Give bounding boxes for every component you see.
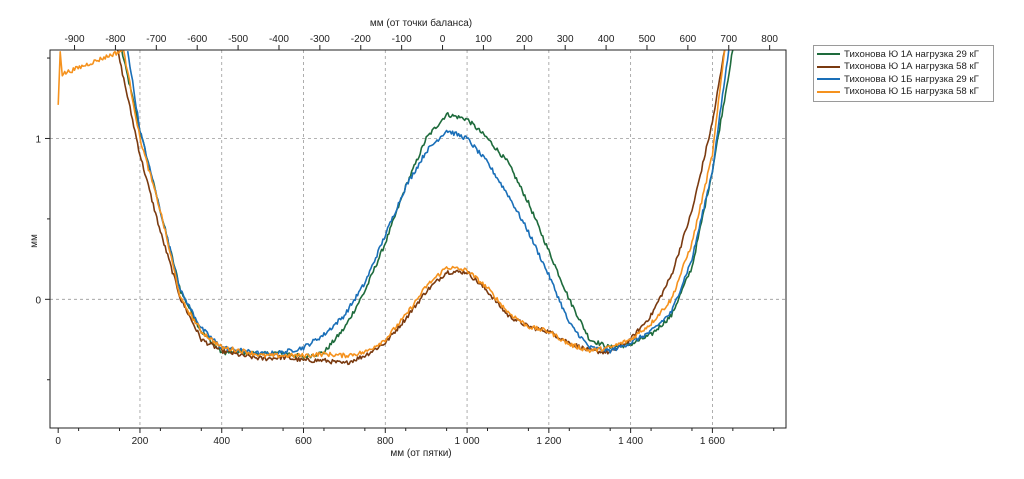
series-line bbox=[126, 50, 730, 357]
x-tick-label: 1 200 bbox=[536, 436, 561, 447]
x2-tick-label: 800 bbox=[761, 34, 778, 45]
x2-tick-label: -400 bbox=[269, 34, 289, 45]
y-tick-label: 1 bbox=[35, 134, 41, 145]
y-axis-title: мм bbox=[29, 234, 40, 248]
x-tick-label: 1 600 bbox=[700, 436, 725, 447]
x-axis-top: -900 -800 -700 -600 -500 -400 -300 -200 -100 0 100… bbox=[65, 34, 778, 50]
x2-tick-label: -600 bbox=[187, 34, 207, 45]
x-tick-label: 800 bbox=[377, 436, 394, 447]
plot-frame bbox=[49, 49, 787, 429]
x2-tick-label: -100 bbox=[392, 34, 412, 45]
x-tick-label: 1 000 bbox=[455, 436, 480, 447]
x2-tick-label: -300 bbox=[310, 34, 330, 45]
y-axis: 01 bbox=[35, 57, 50, 381]
x2-tick-label: 100 bbox=[475, 34, 492, 45]
legend-item[interactable]: Тихонова Ю 1Б нагрузка 29 кГ bbox=[817, 73, 990, 86]
x2-tick-label: -900 bbox=[65, 34, 85, 45]
x2-tick-label: -200 bbox=[351, 34, 371, 45]
x2-tick-label: 400 bbox=[598, 34, 615, 45]
legend-swatch bbox=[817, 53, 840, 56]
legend: Тихонова Ю 1А нагрузка 29 кГ Тихонова Ю … bbox=[813, 45, 994, 102]
x2-tick-label: 300 bbox=[557, 34, 574, 45]
x2-tick-label: 600 bbox=[680, 34, 697, 45]
x-tick-label: 400 bbox=[213, 436, 230, 447]
legend-swatch bbox=[817, 90, 840, 93]
x2-tick-label: -700 bbox=[146, 34, 166, 45]
x2-axis-title: мм (от точки баланса) bbox=[370, 17, 472, 29]
x-axis-title: мм (от пятки) bbox=[390, 448, 451, 459]
legend-item[interactable]: Тихонова Ю 1Б нагрузка 58 кГ bbox=[817, 86, 990, 99]
x-tick-label: 200 bbox=[132, 436, 149, 447]
x2-tick-label: -800 bbox=[105, 34, 125, 45]
x2-tick-label: -500 bbox=[228, 34, 248, 45]
x-tick-label: 600 bbox=[295, 436, 312, 447]
series-group bbox=[57, 50, 734, 366]
series-layer bbox=[57, 50, 734, 366]
x-tick-label: 0 bbox=[55, 436, 61, 447]
series-line bbox=[57, 50, 726, 359]
legend-swatch bbox=[817, 78, 840, 81]
x2-tick-label: 200 bbox=[516, 34, 533, 45]
legend-swatch bbox=[817, 65, 840, 68]
legend-item[interactable]: Тихонова Ю 1А нагрузка 29 кГ bbox=[817, 48, 990, 61]
grid bbox=[50, 50, 786, 428]
legend-label: Тихонова Ю 1Б нагрузка 58 кГ bbox=[844, 86, 979, 98]
series-line bbox=[120, 50, 734, 359]
x2-tick-label: 0 bbox=[440, 34, 446, 45]
x2-tick-label: 500 bbox=[639, 34, 656, 45]
legend-label: Тихонова Ю 1А нагрузка 58 кГ bbox=[844, 61, 979, 73]
x2-tick-label: 700 bbox=[720, 34, 737, 45]
series-line bbox=[116, 50, 726, 366]
legend-label: Тихонова Ю 1Б нагрузка 29 кГ bbox=[844, 73, 979, 85]
x-tick-label: 1 400 bbox=[618, 436, 643, 447]
legend-label: Тихонова Ю 1А нагрузка 29 кГ bbox=[844, 48, 979, 60]
y-tick-label: 0 bbox=[35, 295, 41, 306]
legend-item[interactable]: Тихонова Ю 1А нагрузка 58 кГ bbox=[817, 61, 990, 74]
x-axis-bottom: 0 200 400 600 800 1 000 1 200 1 400 1 600 bbox=[55, 428, 775, 447]
